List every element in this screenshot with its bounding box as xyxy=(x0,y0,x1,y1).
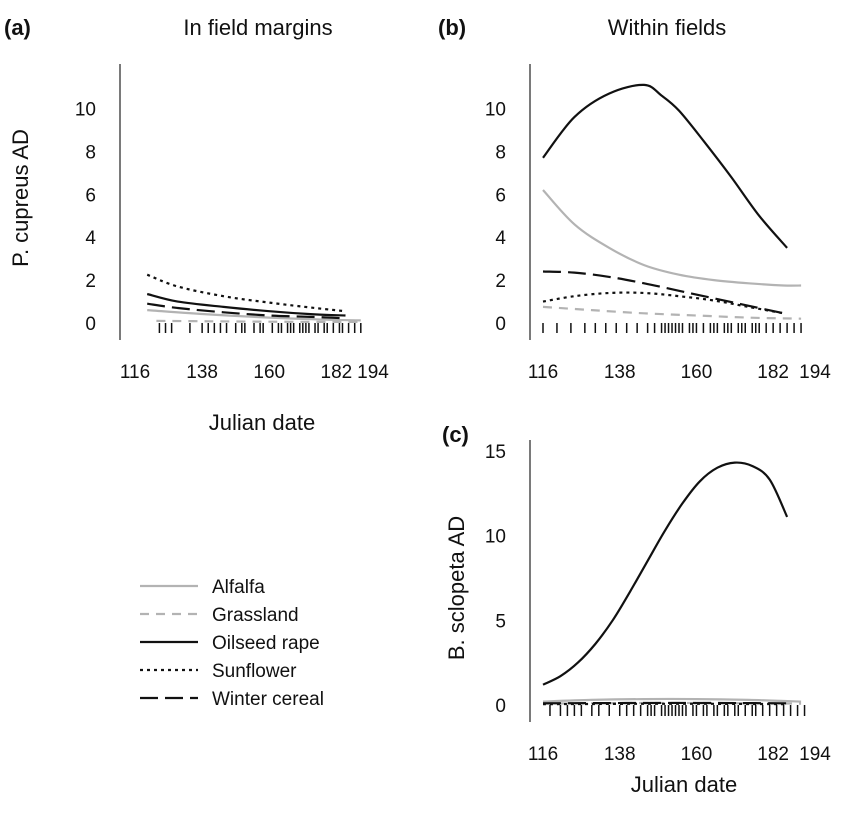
panel-a-y-tick-label: 10 xyxy=(75,100,96,121)
legend: Alfalfa Grassland Oilseed rape Sunflower… xyxy=(140,577,324,710)
legend-label-sunflower: Sunflower xyxy=(212,661,297,682)
panel-a-title: In field margins xyxy=(183,15,332,40)
panel-c-series-alfalfa xyxy=(542,697,802,703)
panel-a-x-axis-title: Julian date xyxy=(209,410,315,435)
panel-c-x-tick-label: 116 xyxy=(528,744,558,765)
panel-b-x-tick-label: 160 xyxy=(681,362,713,383)
panel-a-y-tick-label: 2 xyxy=(85,271,96,292)
panel-b-series-grassland xyxy=(542,305,802,320)
panel-c-y-axis-title: B. sclopeta AD xyxy=(444,516,469,660)
legend-item: Alfalfa xyxy=(140,577,265,598)
panel-a-series-winter-cereal xyxy=(147,302,346,320)
panel-a-y-tick-label: 8 xyxy=(85,142,96,163)
panel-b-y-tick-label: 8 xyxy=(495,142,506,163)
panel-a-x-tick-label: 160 xyxy=(253,362,285,383)
panel-b-title: Within fields xyxy=(608,15,727,40)
panel-b-y-tick-label: 10 xyxy=(485,100,506,121)
panel-b-y-tick-label: 0 xyxy=(495,314,506,335)
panel-a-x-tick-label: 116 xyxy=(120,362,150,383)
panel-a: (a) In field margins P. cupreus AD Julia… xyxy=(4,15,389,435)
panel-c-x-tick-label: 160 xyxy=(681,744,713,765)
panel-a-x-tick-label: 194 xyxy=(357,362,389,383)
panel-c-x-axis-title: Julian date xyxy=(631,772,737,797)
legend-label-alfalfa: Alfalfa xyxy=(212,577,265,598)
panel-b-x-tick-label: 116 xyxy=(528,362,558,383)
panel-c-y-tick-label: 15 xyxy=(485,442,506,463)
panel-c-x-tick-label: 194 xyxy=(799,744,831,765)
panel-b-letter: (b) xyxy=(438,15,466,40)
panel-b-series-winter-cereal xyxy=(542,270,784,315)
panel-b-series-alfalfa xyxy=(542,189,802,287)
panel-b-plot: 0 2 4 6 8 10 116 138 160 182 194 xyxy=(485,64,831,383)
panel-a-plot: 0 2 4 6 8 10 116 138 160 182 194 xyxy=(75,64,389,383)
panel-b: (b) Within fields 0 2 4 6 8 10 116 138 160 182 194 xyxy=(438,15,831,383)
panel-a-x-tick-label: 138 xyxy=(186,362,218,383)
legend-label-grassland: Grassland xyxy=(212,605,299,626)
panel-c-y-tick-label: 10 xyxy=(485,527,506,548)
legend-label-oilseed-rape: Oilseed rape xyxy=(212,633,320,654)
panel-b-y-tick-label: 6 xyxy=(495,185,506,206)
panel-c-x-tick-label: 182 xyxy=(757,744,789,765)
panel-b-x-tick-label: 194 xyxy=(799,362,831,383)
panel-a-y-tick-label: 0 xyxy=(85,314,96,335)
panel-c-y-tick-label: 5 xyxy=(495,611,506,632)
panel-b-series-oilseed-rape xyxy=(542,83,788,249)
panel-b-x-tick-label: 182 xyxy=(757,362,789,383)
legend-label-winter-cereal: Winter cereal xyxy=(212,689,324,710)
panel-a-series-alfalfa xyxy=(147,309,361,322)
panel-c-series-oilseed-rape xyxy=(542,461,789,686)
panel-a-x-tick-label: 182 xyxy=(321,362,353,383)
panel-b-y-tick-label: 2 xyxy=(495,271,506,292)
legend-item: Oilseed rape xyxy=(140,633,320,654)
panel-c-y-tick-label: 0 xyxy=(495,696,506,717)
panel-b-x-tick-label: 138 xyxy=(604,362,636,383)
panel-c-x-tick-label: 138 xyxy=(604,744,636,765)
panel-a-series-sunflower xyxy=(146,273,346,313)
panel-a-y-axis-title: P. cupreus AD xyxy=(8,129,33,267)
legend-item: Winter cereal xyxy=(140,689,324,710)
panel-c-letter: (c) xyxy=(442,422,469,447)
panel-c: (c) B. sclopeta AD Julian date 0 5 10 15 116… xyxy=(442,422,831,797)
panel-a-y-tick-label: 6 xyxy=(85,185,96,206)
panel-b-series-sunflower xyxy=(542,291,784,315)
panel-a-series-oilseed-rape xyxy=(146,292,346,317)
panel-a-series-grassland xyxy=(156,319,361,324)
legend-item: Grassland xyxy=(140,605,299,626)
panel-a-y-tick-label: 4 xyxy=(85,228,96,249)
panel-a-letter: (a) xyxy=(4,15,31,40)
legend-item: Sunflower xyxy=(140,661,297,682)
panel-c-plot: 0 5 10 15 116 138 160 182 194 xyxy=(485,440,831,765)
panel-b-y-tick-label: 4 xyxy=(495,228,506,249)
